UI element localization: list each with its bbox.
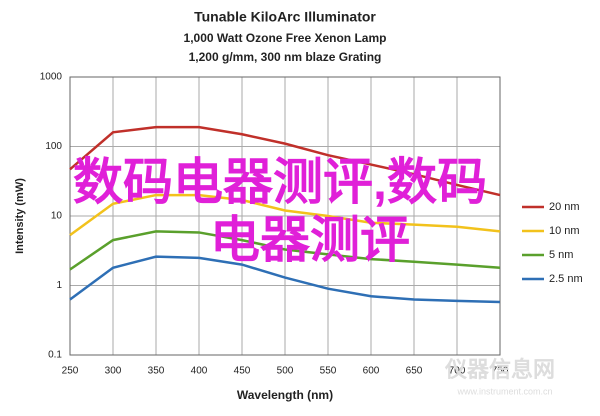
- watermark: www.instrument.com.cn: [456, 386, 552, 396]
- y-tick-label: 0.1: [48, 350, 62, 361]
- x-tick-label: 300: [105, 366, 122, 377]
- chart-subtitle: 1,000 Watt Ozone Free Xenon Lamp: [184, 31, 387, 45]
- y-tick-label: 1: [56, 280, 62, 291]
- series-line: [69, 125, 501, 197]
- legend-label: 2.5 nm: [549, 273, 583, 285]
- x-tick-label: 500: [277, 366, 294, 377]
- overlay-text: 电器测评: [210, 212, 410, 268]
- x-tick-label: 400: [191, 366, 208, 377]
- x-axis-label: Wavelength (nm): [237, 388, 333, 402]
- series-line: [69, 255, 501, 304]
- x-tick-label: 250: [62, 366, 79, 377]
- x-tick-label: 650: [406, 366, 423, 377]
- x-tick-label: 700: [449, 366, 466, 377]
- watermark: 仪器信息网: [444, 357, 555, 382]
- series-line: [69, 193, 501, 237]
- x-tick-label: 450: [234, 366, 251, 377]
- chart-subtitle: 1,200 g/mm, 300 nm blaze Grating: [189, 50, 382, 64]
- y-tick-label: 10: [51, 211, 63, 222]
- y-axis-label: Intensity (mW): [14, 178, 26, 254]
- legend-label: 20 nm: [549, 201, 580, 213]
- y-tick-label: 100: [45, 141, 62, 152]
- chart-title: Tunable KiloArc Illuminator: [194, 9, 376, 25]
- legend-label: 10 nm: [549, 225, 580, 237]
- x-tick-label: 750: [492, 366, 509, 377]
- legend-label: 5 nm: [549, 249, 573, 261]
- series-line: [69, 230, 501, 271]
- x-tick-label: 550: [320, 366, 337, 377]
- plot-frame: [69, 76, 501, 356]
- x-tick-label: 600: [363, 366, 380, 377]
- overlay-text: 数码电器测评,数码: [73, 154, 487, 210]
- y-tick-label: 1000: [40, 72, 63, 83]
- x-tick-label: 350: [148, 366, 165, 377]
